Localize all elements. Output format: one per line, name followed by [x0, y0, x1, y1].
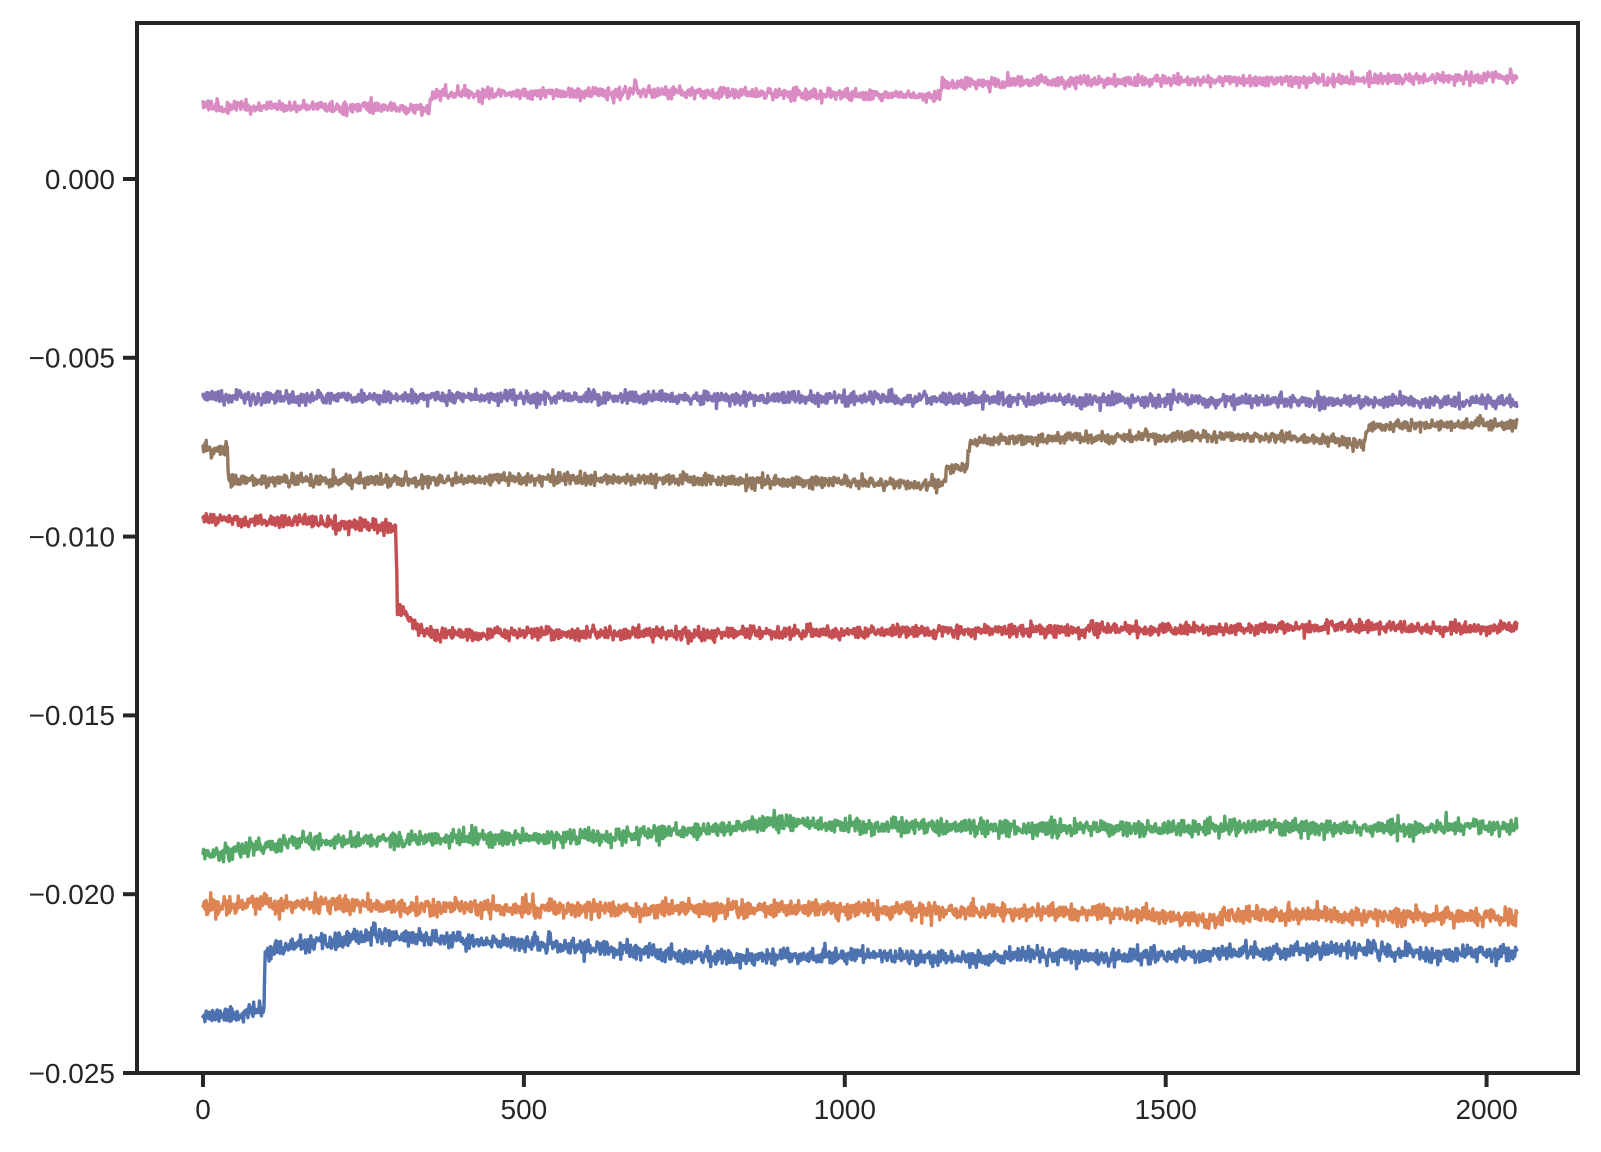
x-tick-label: 2000: [1455, 1094, 1517, 1125]
x-axis: 0 500 1000 1500 2000: [195, 1073, 1518, 1125]
y-tick-label: −0.005: [29, 343, 115, 374]
x-tick-label: 1000: [814, 1094, 876, 1125]
series-red-line: [201, 512, 1519, 645]
series-pink-line: [201, 67, 1519, 118]
y-tick-label: −0.025: [29, 1058, 115, 1089]
axes-group: 0 500 1000 1500 2000 0.000 −0.005 −0.010 −0.015 −…: [29, 21, 1580, 1125]
y-tick-label: −0.010: [29, 521, 115, 552]
series-brown-line: [201, 413, 1519, 495]
plot-series-group: [201, 67, 1519, 1024]
series-orange-line: [201, 891, 1519, 930]
y-axis: 0.000 −0.005 −0.010 −0.015 −0.020 −0.025: [29, 164, 137, 1089]
y-tick-label: −0.020: [29, 879, 115, 910]
x-tick-label: 0: [195, 1094, 211, 1125]
y-tick-label: 0.000: [45, 164, 115, 195]
x-tick-label: 500: [501, 1094, 548, 1125]
series-green-line: [201, 808, 1519, 864]
plot-spines: [135, 21, 1580, 1075]
y-tick-label: −0.015: [29, 700, 115, 731]
x-tick-label: 1500: [1135, 1094, 1197, 1125]
series-purple-line: [201, 387, 1519, 413]
series-blue-line: [201, 921, 1519, 1024]
